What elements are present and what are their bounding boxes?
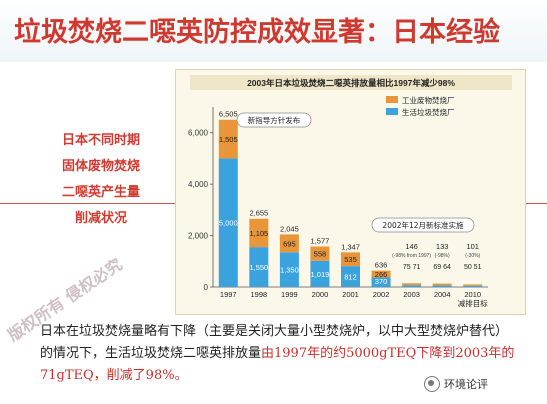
- bar-segment-industrial: [371, 270, 391, 278]
- bar-percent-label: (-30%): [465, 253, 480, 259]
- bar-segment-municipal: [249, 247, 269, 287]
- x-category-label: 1998: [250, 290, 267, 299]
- annotation-text-guideline: 新指导方针发布: [248, 115, 301, 125]
- side-caption-line-1: 日本不同时期: [61, 133, 140, 148]
- bar-top-segment-label: 558: [314, 250, 327, 259]
- x-category-label: 1997: [220, 290, 237, 299]
- x-category-label: 减排目标: [458, 298, 488, 308]
- dioxin-emission-chart: 2003年日本垃圾焚烧二噁英排放量相比1997年减少98% 0 2,000 4,000…: [188, 75, 512, 308]
- bar-segment-municipal: [218, 158, 238, 287]
- x-category-label: 2001: [342, 290, 359, 299]
- bar-segment-industrial: [463, 284, 483, 286]
- footer-text-main: 日本在垃圾焚烧量略有下降（主要是关闭大量小型焚烧炉，以中大型焚烧炉替代）的情况下…: [40, 324, 509, 361]
- bar-segment-industrial: [279, 234, 299, 253]
- bar-segment-municipal: [463, 285, 483, 287]
- footer-text-highlight: 由1997年的约5000gTEQ下降到2003年的71gTEQ，削减了98%。: [40, 346, 515, 383]
- legend-label-municipal: 生活垃圾焚烧厂: [402, 107, 455, 117]
- bar-segment-industrial: [432, 283, 452, 286]
- bar-segment-industrial: [218, 119, 238, 159]
- bar-bottom-segment-label: 1,019: [311, 270, 330, 279]
- bar-segment-industrial: [341, 252, 360, 267]
- bar-bottom-segment-label: 1,550: [249, 263, 268, 272]
- bar-total-label: 101: [466, 242, 479, 251]
- x-category-label: 1999: [281, 290, 298, 299]
- side-caption-line-3: 二噁英产生量: [61, 185, 140, 200]
- side-caption-line-2: 固体废物焚烧: [61, 159, 140, 174]
- chart-title: 2003年日本垃圾焚烧二噁英排放量相比1997年减少98%: [247, 78, 455, 88]
- brand-logo-icon: [424, 376, 440, 392]
- bar-bottom-segment-label: 370: [375, 277, 388, 286]
- bar-total-label: 2,045: [280, 224, 299, 233]
- bar-total-label: 133: [436, 242, 449, 251]
- bar-percent-label: (-98% from 1997): [392, 253, 431, 259]
- bar-segment-municipal: [371, 277, 391, 287]
- bar-segment-municipal: [402, 285, 422, 287]
- bar-top-segment-label: 535: [344, 255, 357, 264]
- brand-name: 环境论评: [444, 378, 488, 391]
- annotation-callout-guideline: [236, 112, 312, 128]
- bar-total-label: 1,577: [311, 236, 330, 245]
- annotation-text-standard: 2002年12月新标准实施: [382, 220, 464, 230]
- y-tick-label: 6,000: [188, 129, 209, 138]
- bar-segment-industrial: [310, 246, 330, 261]
- legend-label-industrial: 工业废物焚烧厂: [402, 95, 455, 105]
- y-tick-label: 4,000: [188, 180, 209, 189]
- bar-percent-label: (-98%): [435, 253, 450, 259]
- bar-segment-municipal: [279, 252, 299, 287]
- bar-total-label: 636: [375, 261, 388, 270]
- brand-mark: 环境论评: [424, 376, 488, 392]
- bar-total-label: 146: [405, 242, 418, 251]
- bar-segment-industrial: [402, 283, 422, 286]
- bar-segment-municipal: [432, 285, 452, 287]
- chart-panel: 2003年日本垃圾焚烧二噁英排放量相比1997年减少98% 0 2,000 4,000…: [175, 69, 526, 315]
- annotation-callout-standard: [371, 217, 475, 233]
- bar-pair-label: 50 51: [464, 264, 482, 271]
- bar-pair-label: 75 71: [403, 264, 421, 271]
- x-category-label: 2003: [403, 290, 420, 299]
- bar-bottom-segment-label: 812: [344, 273, 357, 282]
- footer-text: 日本在垃圾焚烧量略有下降（主要是关闭大量小型焚烧炉，以中大型焚烧炉替代）的情况下…: [40, 321, 520, 387]
- page-title: 垃圾焚烧二噁英防控成效显著：日本经验: [14, 17, 500, 48]
- bar-total-label: 1,347: [341, 242, 360, 251]
- bar-top-segment-label: 1,505: [219, 135, 238, 144]
- bar-top-segment-label: 695: [283, 239, 296, 248]
- bar-bottom-segment-label: 5,000: [219, 219, 238, 228]
- bar-top-segment-label: 266: [375, 270, 388, 279]
- legend-swatch-industrial: [386, 96, 398, 103]
- legend-swatch-municipal: [386, 108, 398, 115]
- bar-segment-industrial: [249, 218, 269, 248]
- bar-pair-label: 69 64: [433, 264, 451, 271]
- bar-total-label: 2,655: [249, 209, 268, 218]
- bar-bottom-segment-label: 1,350: [280, 266, 299, 275]
- x-category-label: 2000: [312, 290, 329, 299]
- title-banner: 垃圾焚烧二噁英防控成效显著：日本经验: [0, 0, 547, 62]
- bar-total-label: 6,505: [219, 110, 238, 119]
- chart-title-band: [190, 75, 512, 90]
- x-category-label: 2004: [434, 290, 451, 299]
- bar-segment-municipal: [310, 260, 330, 287]
- bar-top-segment-label: 1,105: [249, 229, 268, 238]
- y-tick-label: 0: [204, 283, 209, 292]
- x-category-label: 2010: [464, 290, 481, 299]
- y-tick-label: 2,000: [188, 232, 209, 241]
- x-category-label: 2002: [373, 290, 390, 299]
- bar-segment-municipal: [341, 266, 360, 287]
- side-caption-line-4: 削减状况: [74, 211, 127, 226]
